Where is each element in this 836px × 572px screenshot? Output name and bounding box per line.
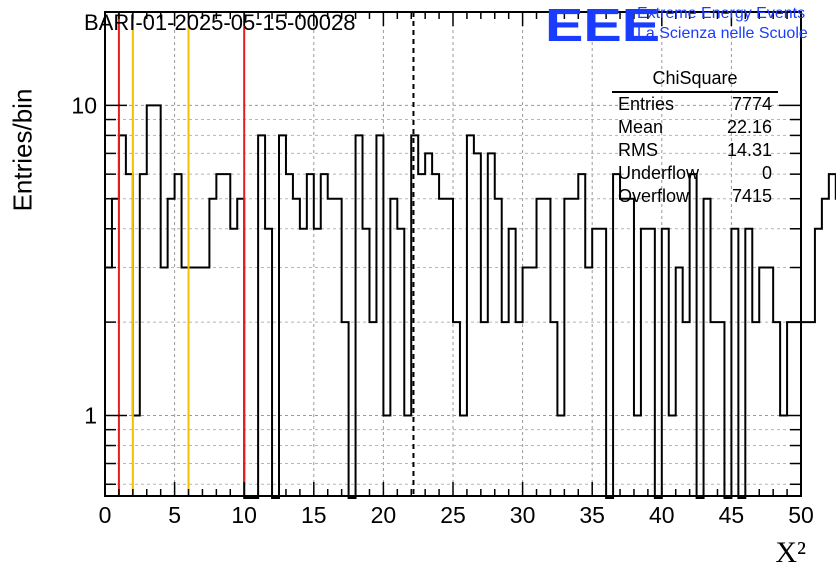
histogram-bars (105, 104, 836, 499)
stats-row: Overflow 7415 (618, 186, 772, 206)
x-tick-label: 50 (788, 502, 814, 528)
x-tick-label: 45 (719, 502, 745, 528)
x-tick-label: 30 (510, 502, 536, 528)
logo-mark: EEE (545, 0, 661, 51)
stats-row: RMS 14.31 (618, 140, 772, 160)
stats-box: ChiSquare Entries 7774 Mean 22.16 RMS 14.31… (612, 68, 778, 208)
x-tick-label: 0 (99, 502, 112, 528)
stats-row: Underflow 0 (618, 163, 772, 183)
plot-frame (104, 11, 802, 497)
y-tick-label: 10 (71, 92, 97, 118)
logo-line-2: La Scienza nelle Scuole (637, 25, 808, 42)
x-tick-label: 35 (579, 502, 605, 528)
x-tick-label: 25 (440, 502, 466, 528)
marker-lines (117, 12, 415, 496)
stats-title: ChiSquare (612, 68, 778, 93)
tick-labels: 0 5 10 15 20 25 30 35 40 45 50 1 10 (71, 92, 813, 528)
eee-logo: EEE Extreme Energy Events La Scienza nel… (545, 2, 808, 48)
x-axis-label: X² (775, 536, 806, 569)
chart-title: BARI-01-2025-05-15-00028 (84, 10, 356, 35)
histogram-outline (105, 104, 836, 499)
stats-row: Mean 22.16 (618, 117, 772, 137)
x-tick-label: 20 (371, 502, 397, 528)
x-tick-label: 40 (649, 502, 675, 528)
x-tick-label: 15 (301, 502, 327, 528)
logo-line-1: Extreme Energy Events (637, 5, 806, 22)
x-tick-label: 10 (231, 502, 257, 528)
logo-text: Extreme Energy Events La Scienza nelle S… (637, 4, 808, 44)
stats-row: Entries 7774 (618, 94, 772, 114)
x-tick-label: 5 (168, 502, 181, 528)
y-axis-label: Entries/bin (7, 88, 38, 212)
y-tick-label: 1 (84, 402, 97, 428)
